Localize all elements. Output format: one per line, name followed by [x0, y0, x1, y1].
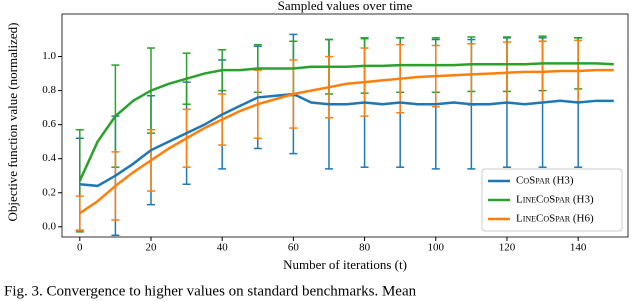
y-tick-label: 0.0	[42, 220, 56, 232]
y-tick-label: 1.0	[42, 50, 56, 62]
x-tick-label: 0	[77, 242, 83, 254]
x-tick-label: 120	[499, 242, 516, 254]
legend-label: LineCoSpar (H6)	[516, 213, 594, 225]
x-tick-label: 100	[428, 242, 445, 254]
series-line	[78, 62, 614, 182]
y-tick-label: 0.8	[42, 84, 56, 96]
series-line	[79, 68, 614, 215]
legend-label: CoSpar (H3)	[516, 175, 574, 187]
y-axis-label: Objective function value (normalized)	[5, 23, 20, 222]
chart-title: Sampled values over time	[278, 0, 413, 13]
y-tick-label: 0.6	[42, 118, 56, 130]
legend-box	[481, 168, 623, 232]
x-tick-label: 60	[288, 242, 300, 254]
plot-frame	[61, 13, 629, 238]
legend-label: LineCoSpar (H3)	[516, 194, 594, 206]
x-tick-label: 20	[145, 242, 157, 254]
x-tick-label: 80	[359, 242, 371, 254]
y-tick-label: 0.2	[42, 186, 56, 198]
x-axis-label: Number of iterations (t)	[283, 257, 407, 272]
x-tick-label: 40	[217, 242, 229, 254]
x-tick-label: 140	[570, 242, 587, 254]
figure-caption: Fig. 3. Convergence to higher values on …	[4, 283, 417, 299]
y-tick-label: 0.4	[42, 152, 56, 164]
series-line	[79, 92, 614, 188]
